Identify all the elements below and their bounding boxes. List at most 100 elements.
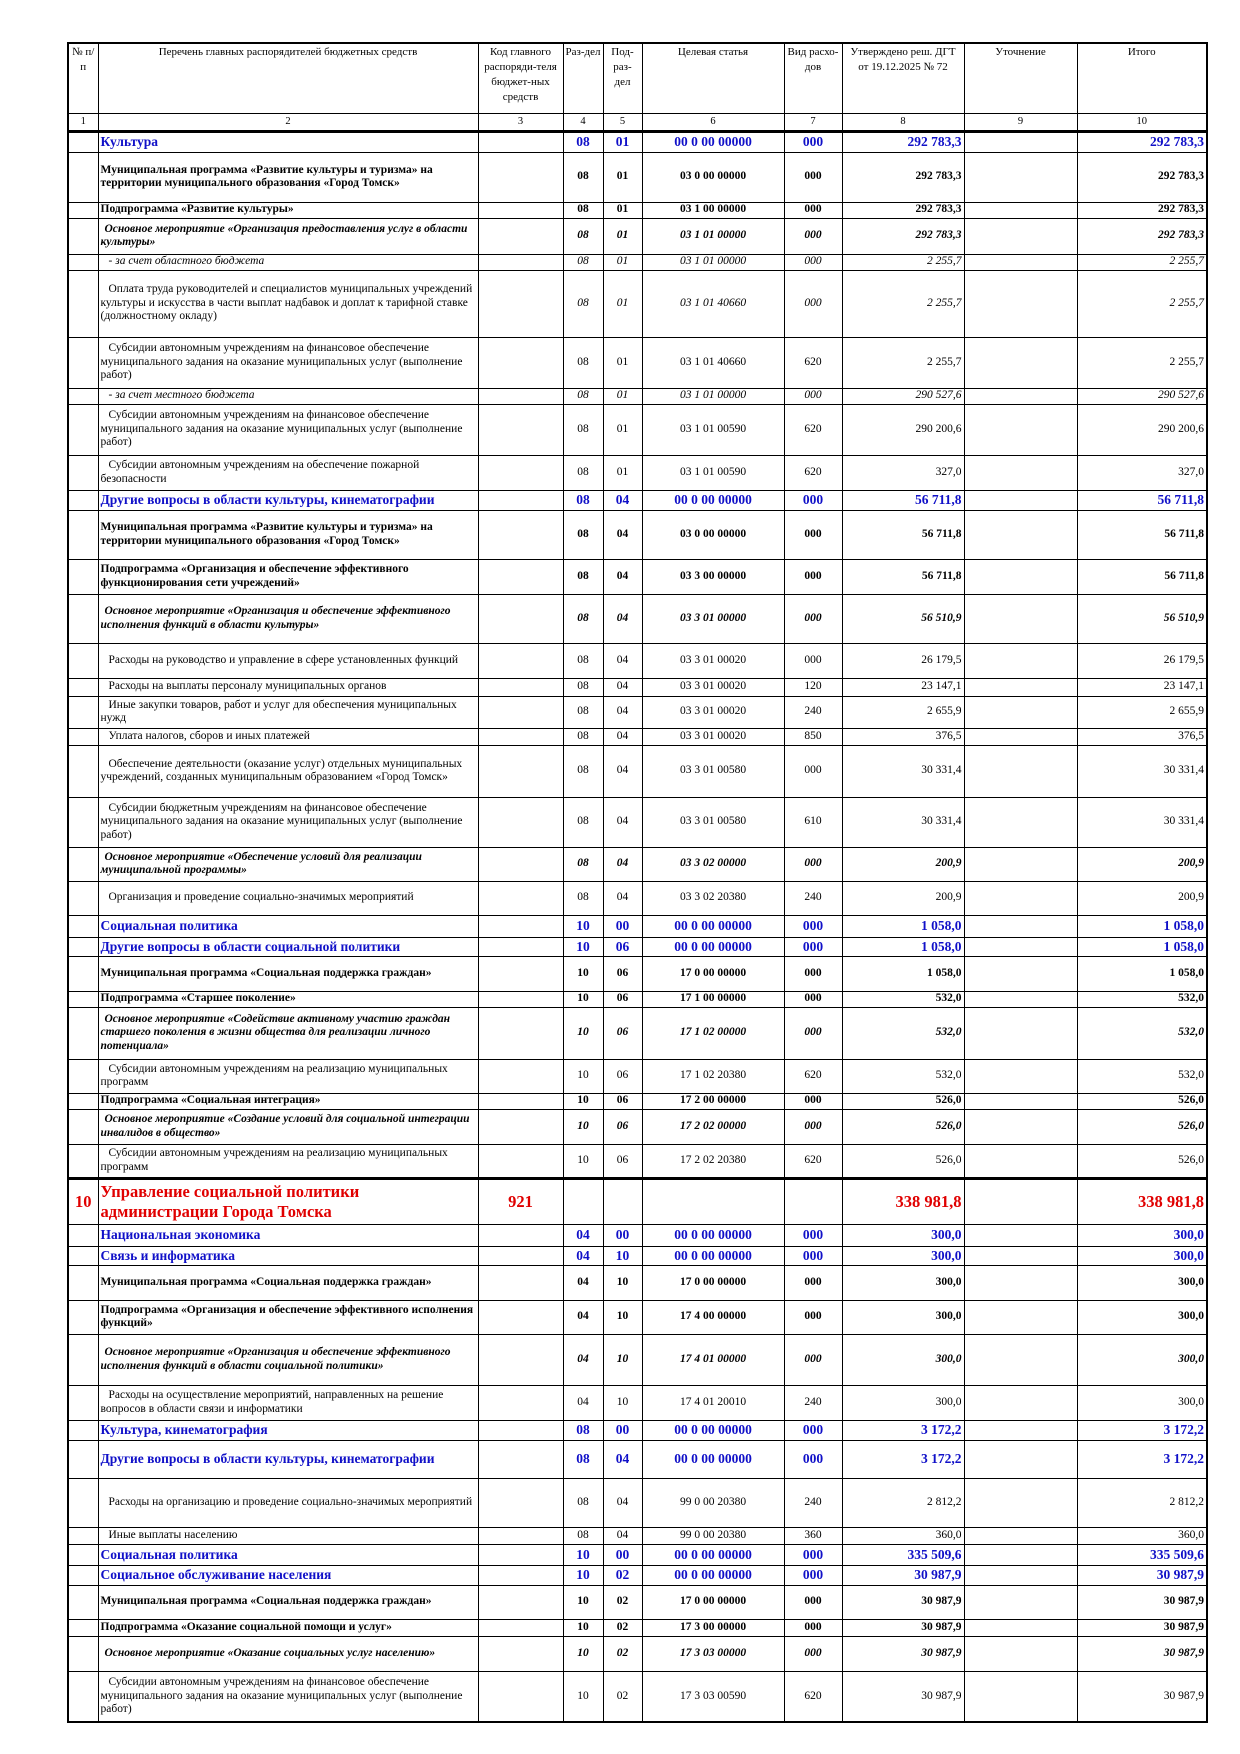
- empty-cell: [477, 880, 564, 916]
- total-amount: 30 987,9: [1076, 1618, 1208, 1637]
- expense-type: 000: [783, 1092, 843, 1110]
- expense-type: 000: [783, 744, 843, 798]
- approved-amount: 300,0: [841, 1245, 965, 1266]
- target-code: 17 0 00 00000: [641, 1264, 785, 1301]
- target-code: 17 1 00 00000: [641, 990, 785, 1008]
- total-amount: 360,0: [1076, 1526, 1208, 1545]
- expense-type: 000: [783, 217, 843, 255]
- total-amount: 292 783,3: [1076, 217, 1208, 255]
- empty-cell: [67, 936, 99, 957]
- item-name: Оплата труда руководителей и специалисто…: [97, 269, 479, 338]
- target-code: 00 0 00 00000: [641, 489, 785, 511]
- empty-cell: [477, 796, 564, 848]
- subsection-code: 01: [602, 151, 643, 203]
- item-name: Другие вопросы в области культуры, кинем…: [97, 1439, 479, 1479]
- table-row: Социальная политика 10 00 00 0 00 00000 000 1…: [67, 914, 1208, 938]
- table-row: Субсидии автономным учреждениям на реали…: [67, 1058, 1208, 1094]
- empty-cell: [963, 1564, 1078, 1586]
- subsection-code: 10: [602, 1264, 643, 1301]
- target-code: 03 1 00 00000: [641, 201, 785, 219]
- target-code: 03 1 01 40660: [641, 269, 785, 338]
- expense-type: 000: [783, 1543, 843, 1566]
- target-code: 17 4 01 20010: [641, 1384, 785, 1421]
- empty-cell: [477, 744, 564, 798]
- table-row: Подпрограмма «Развитие культуры» 08 01 03 1…: [67, 201, 1208, 219]
- subsection-code: 01: [602, 253, 643, 271]
- table-row: Уплата налогов, сборов и иных платежей 08…: [67, 727, 1208, 746]
- table-body: Культура 08 01 00 0 00 00000 000 292 783,3 292…: [67, 130, 1208, 1723]
- section-code: 08: [562, 509, 604, 560]
- approved-amount: 3 172,2: [841, 1419, 965, 1441]
- table-row: Иные закупки товаров, работ и услуг для …: [67, 695, 1208, 729]
- empty-cell: [67, 1058, 99, 1094]
- empty-cell: [67, 955, 99, 992]
- empty-cell: [67, 1564, 99, 1586]
- item-name: Другие вопросы в области социальной поли…: [97, 936, 479, 957]
- approved-amount: 3 172,2: [841, 1439, 965, 1479]
- empty-cell: [963, 151, 1078, 203]
- section-code: 10: [562, 1670, 604, 1723]
- section-code: 04: [562, 1223, 604, 1247]
- target-code: 17 3 03 00000: [641, 1635, 785, 1672]
- empty-cell: [67, 1333, 99, 1386]
- target-code: 03 3 01 00020: [641, 642, 785, 679]
- section-code: 10: [562, 1564, 604, 1586]
- approved-amount: 200,9: [841, 880, 965, 916]
- empty-cell: [477, 1670, 564, 1723]
- subsection-code: 02: [602, 1670, 643, 1723]
- item-name: Культура: [97, 130, 479, 153]
- item-name: Иные выплаты населению: [97, 1526, 479, 1545]
- section-code: 08: [562, 880, 604, 916]
- empty-cell: [963, 489, 1078, 511]
- empty-cell: [477, 1526, 564, 1545]
- item-name: Муниципальная программа «Социальная подд…: [97, 1584, 479, 1620]
- table-row: Основное мероприятие «Организация и обес…: [67, 593, 1208, 644]
- table-row: Основное мероприятие «Содействие активно…: [67, 1006, 1208, 1060]
- empty-cell: [963, 1006, 1078, 1060]
- expense-type: 240: [783, 695, 843, 729]
- approved-amount: 2 255,7: [841, 253, 965, 271]
- empty-cell: [67, 253, 99, 271]
- empty-cell: [477, 387, 564, 405]
- target-code: 17 3 03 00590: [641, 1670, 785, 1723]
- approved-amount: 2 812,2: [841, 1477, 965, 1528]
- section-code: 10: [562, 1058, 604, 1094]
- header-cell: Итого: [1076, 42, 1208, 114]
- approved-amount: 300,0: [841, 1223, 965, 1247]
- table-row: Другие вопросы в области социальной поли…: [67, 936, 1208, 957]
- subsection-code: 06: [602, 1092, 643, 1110]
- target-code: 17 2 00 00000: [641, 1092, 785, 1110]
- section-code: 08: [562, 642, 604, 679]
- empty-cell: [67, 454, 99, 491]
- column-number: 7: [783, 112, 843, 133]
- empty-cell: [67, 914, 99, 938]
- target-code: 17 0 00 00000: [641, 1584, 785, 1620]
- subsection-code: 02: [602, 1618, 643, 1637]
- expense-type: 000: [783, 846, 843, 882]
- expense-type: 360: [783, 1526, 843, 1545]
- empty-cell: [963, 914, 1078, 938]
- item-name: Муниципальная программа «Социальная подд…: [97, 955, 479, 992]
- empty-cell: [963, 1108, 1078, 1145]
- empty-cell: [477, 336, 564, 389]
- column-number: 1: [67, 112, 99, 133]
- empty-cell: [963, 1543, 1078, 1566]
- section-code: 10: [562, 990, 604, 1008]
- section-code: 10: [562, 1006, 604, 1060]
- empty-cell: [641, 1176, 785, 1225]
- item-name: Организация и проведение социально-значи…: [97, 880, 479, 916]
- expense-type: 000: [783, 1618, 843, 1637]
- empty-cell: [963, 253, 1078, 271]
- target-code: 17 4 00 00000: [641, 1299, 785, 1335]
- empty-cell: [477, 1264, 564, 1301]
- total-amount: 2 655,9: [1076, 695, 1208, 729]
- empty-cell: [67, 1384, 99, 1421]
- subsection-code: 06: [602, 1143, 643, 1179]
- empty-cell: [477, 403, 564, 456]
- target-code: 03 3 02 20380: [641, 880, 785, 916]
- expense-type: 000: [783, 558, 843, 595]
- empty-cell: [477, 151, 564, 203]
- empty-cell: [67, 1543, 99, 1566]
- table-row: - за счет местного бюджета 08 01 03 1 01 00…: [67, 387, 1208, 405]
- table-row: Субсидии автономным учреждениям на финан…: [67, 403, 1208, 456]
